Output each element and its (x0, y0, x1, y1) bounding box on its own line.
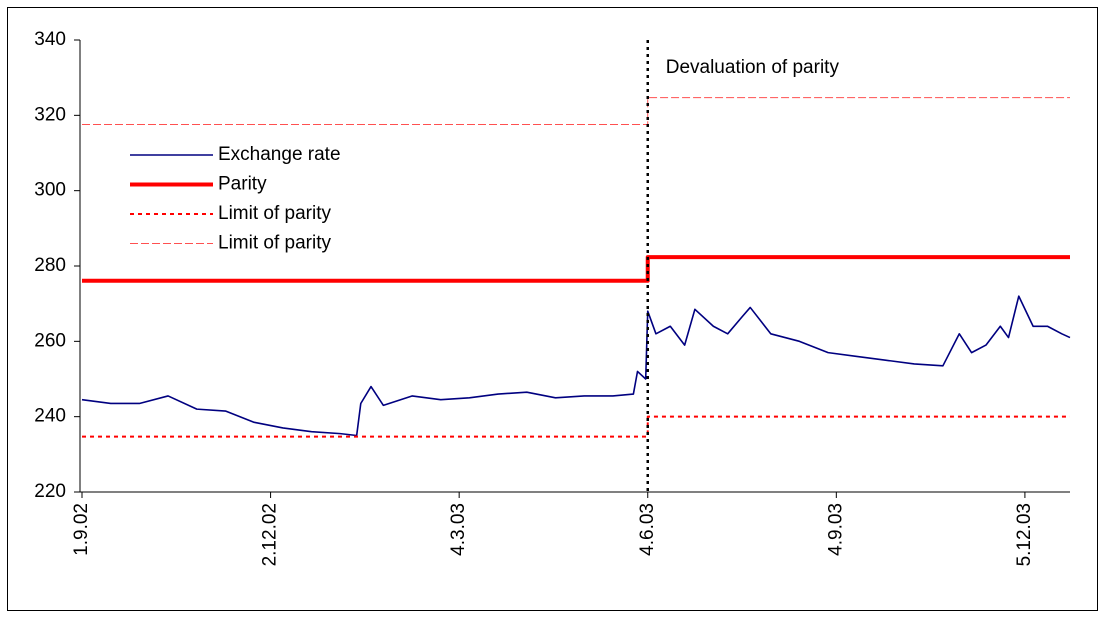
y-tick-label: 260 (34, 330, 66, 351)
y-tick-label: 240 (34, 406, 66, 427)
y-tick-label: 340 (34, 29, 66, 50)
y-tick-label: 300 (34, 180, 66, 201)
x-tick-label: 1.9.02 (71, 503, 92, 556)
x-tick-label: 4.3.03 (448, 503, 469, 556)
annotation-text: Devaluation of parity (666, 57, 840, 78)
y-tick-label: 280 (34, 255, 66, 276)
legend-label: Parity (218, 174, 267, 195)
series-line (82, 255, 1070, 283)
legend-label: Exchange rate (218, 144, 341, 165)
x-tick-label: 4.6.03 (637, 503, 658, 556)
x-tick-label: 5.12.03 (1014, 503, 1035, 566)
chart-frame (7, 7, 1098, 611)
x-tick-label: 4.9.03 (825, 503, 846, 556)
x-tick-label: 2.12.02 (260, 503, 281, 566)
legend-label: Limit of parity (218, 203, 331, 224)
y-tick-label: 220 (34, 481, 66, 502)
series-line (82, 415, 1070, 438)
y-tick-label: 320 (34, 104, 66, 125)
series-line (81, 295, 1071, 437)
legend-label: Limit of parity (218, 233, 331, 254)
